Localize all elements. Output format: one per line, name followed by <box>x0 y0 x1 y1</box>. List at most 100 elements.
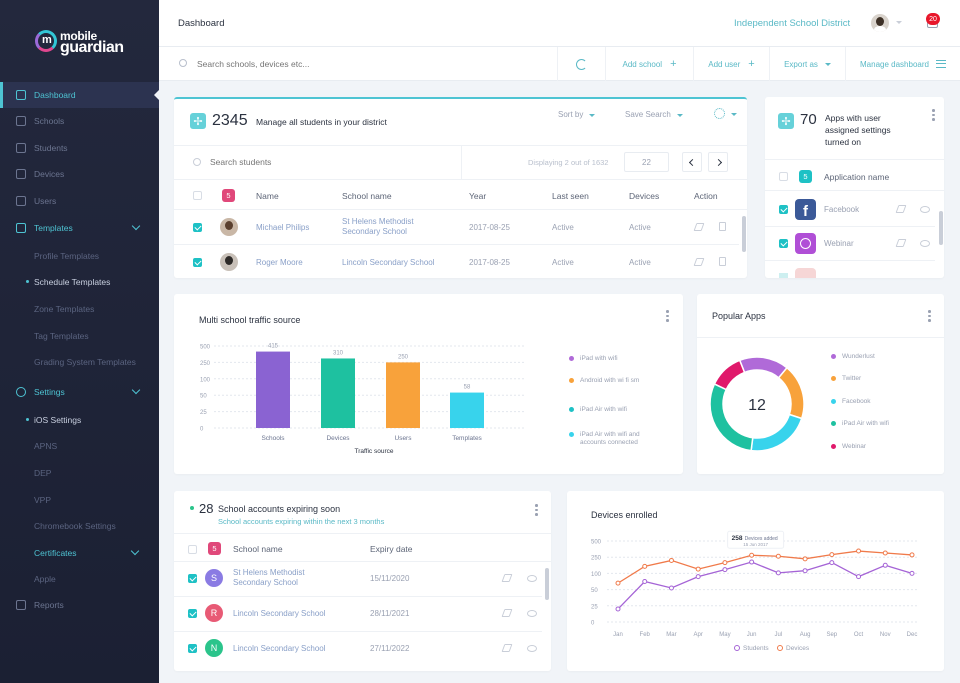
sidebar-sub-ios-settings[interactable]: iOS Settings <box>25 415 82 425</box>
school-name[interactable]: St Helens Methodist Secondary School <box>233 568 305 587</box>
x-tick-label: Devices <box>326 435 350 442</box>
more-icon[interactable] <box>928 310 931 324</box>
sidebar-sub-grading-templates[interactable]: Grading System Templates <box>34 357 136 367</box>
eye-icon[interactable] <box>527 575 537 582</box>
eye-icon[interactable] <box>920 206 930 213</box>
sidebar-sub-apns[interactable]: APNS <box>34 441 58 451</box>
column-header[interactable]: Name <box>256 191 279 201</box>
edit-icon[interactable] <box>895 239 907 247</box>
more-icon[interactable] <box>535 504 538 518</box>
move-icon[interactable]: ✢ <box>190 113 206 129</box>
district-name[interactable]: Independent School District <box>734 18 851 29</box>
data-point <box>695 566 701 572</box>
sidebar-item-users[interactable]: Users <box>0 188 159 214</box>
data-point <box>615 580 621 586</box>
edit-icon[interactable] <box>895 205 907 213</box>
add-school-button[interactable]: Add school + <box>605 47 693 81</box>
export-button[interactable]: Export as <box>769 47 845 81</box>
sidebar-item-reports[interactable]: Reports <box>0 592 159 618</box>
refresh-button[interactable] <box>557 47 605 81</box>
series-line <box>617 550 913 584</box>
bar <box>450 392 484 428</box>
sidebar-sub-zone-templates[interactable]: Zone Templates <box>34 304 95 314</box>
school-name[interactable]: Lincoln Secondary School <box>233 644 326 653</box>
trash-icon[interactable] <box>719 257 726 266</box>
sidebar-item-settings[interactable]: Settings <box>0 379 159 405</box>
column-header[interactable]: School name <box>233 544 283 554</box>
move-icon[interactable]: ✢ <box>778 113 794 129</box>
edit-icon[interactable] <box>693 258 705 266</box>
legend-item: Android with wi fi sm <box>569 377 650 385</box>
devices-status: Active <box>629 223 651 232</box>
row-checkbox[interactable] <box>779 239 788 248</box>
prev-page-button[interactable] <box>682 152 702 172</box>
row-checkbox[interactable] <box>188 574 197 583</box>
bar-value-label: 310 <box>333 350 344 356</box>
scrollbar[interactable] <box>939 211 943 245</box>
more-icon[interactable] <box>666 310 669 324</box>
add-user-button[interactable]: Add user + <box>693 47 769 81</box>
sidebar-item-dashboard[interactable]: Dashboard <box>0 82 159 108</box>
sidebar-sub-profile-templates[interactable]: Profile Templates <box>34 251 100 261</box>
eye-icon[interactable] <box>920 240 930 247</box>
edit-icon[interactable] <box>693 223 705 231</box>
manage-dashboard-button[interactable]: Manage dashboard <box>845 47 960 81</box>
search-students-input[interactable] <box>210 155 450 169</box>
y-tick-label: 25 <box>200 410 207 416</box>
sidebar-sub-certificates[interactable]: Certificates <box>34 548 77 558</box>
eye-icon[interactable] <box>527 645 537 652</box>
column-header[interactable]: Last seen <box>552 191 589 201</box>
row-checkbox[interactable] <box>188 609 197 618</box>
column-header[interactable]: School name <box>342 191 392 201</box>
expiring-count: 28 <box>199 501 214 516</box>
student-name[interactable]: Michael Philips <box>256 223 310 232</box>
row-checkbox[interactable] <box>193 223 202 232</box>
save-search-dropdown[interactable]: Save Search <box>625 110 683 119</box>
select-all-checkbox[interactable] <box>779 172 788 181</box>
sidebar-sub-dep[interactable]: DEP <box>34 468 52 478</box>
row-checkbox[interactable] <box>188 644 197 653</box>
edit-icon[interactable] <box>501 644 513 652</box>
sidebar-item-students[interactable]: Students <box>0 135 159 161</box>
podcast-icon <box>795 233 816 254</box>
select-all-checkbox[interactable] <box>188 545 197 554</box>
next-page-button[interactable] <box>708 152 728 172</box>
school-name[interactable]: Lincoln Secondary School <box>233 609 326 618</box>
sidebar-sub-vpp[interactable]: VPP <box>34 495 52 505</box>
more-icon[interactable] <box>932 109 935 123</box>
eye-icon[interactable] <box>527 610 537 617</box>
sidebar-item-templates[interactable]: Templates <box>0 215 159 241</box>
brand-logo[interactable]: m mobile guardian <box>35 28 130 58</box>
avatar[interactable] <box>871 14 889 32</box>
logo-mark-icon: m <box>35 30 57 52</box>
row-checkbox[interactable] <box>779 205 788 214</box>
trash-icon[interactable] <box>719 222 726 231</box>
column-header[interactable]: Expiry date <box>370 544 413 554</box>
chevron-down-icon[interactable] <box>896 21 902 24</box>
row-checkbox[interactable] <box>779 273 788 278</box>
column-header[interactable]: Application name <box>824 172 890 182</box>
scrollbar[interactable] <box>742 216 746 252</box>
gear-icon[interactable] <box>714 108 725 119</box>
student-name[interactable]: Roger Moore <box>256 258 303 267</box>
edit-icon[interactable] <box>501 574 513 582</box>
sidebar-item-devices[interactable]: Devices <box>0 161 159 187</box>
scrollbar[interactable] <box>545 568 549 600</box>
select-all-checkbox[interactable] <box>193 191 202 200</box>
column-header[interactable]: Year <box>469 191 487 201</box>
sidebar-sub-apple[interactable]: Apple <box>34 574 56 584</box>
sidebar-sub-tag-templates[interactable]: Tag Templates <box>34 331 89 341</box>
device-icon <box>16 169 26 179</box>
edit-icon[interactable] <box>501 609 513 617</box>
sort-by-dropdown[interactable]: Sort by <box>558 110 596 119</box>
column-header[interactable]: Devices <box>629 191 660 201</box>
column-header: Action <box>694 191 718 201</box>
x-tick-label: Sep <box>826 632 837 638</box>
sidebar-sub-chromebook-settings[interactable]: Chromebook Settings <box>34 521 116 531</box>
row-checkbox[interactable] <box>193 258 202 267</box>
chevron-down-icon[interactable] <box>731 113 737 116</box>
sidebar-item-schools[interactable]: Schools <box>0 108 159 134</box>
sidebar-sub-schedule-templates[interactable]: Schedule Templates <box>25 277 111 287</box>
page-number-input[interactable]: 22 <box>624 152 669 172</box>
search-input[interactable] <box>197 55 537 73</box>
